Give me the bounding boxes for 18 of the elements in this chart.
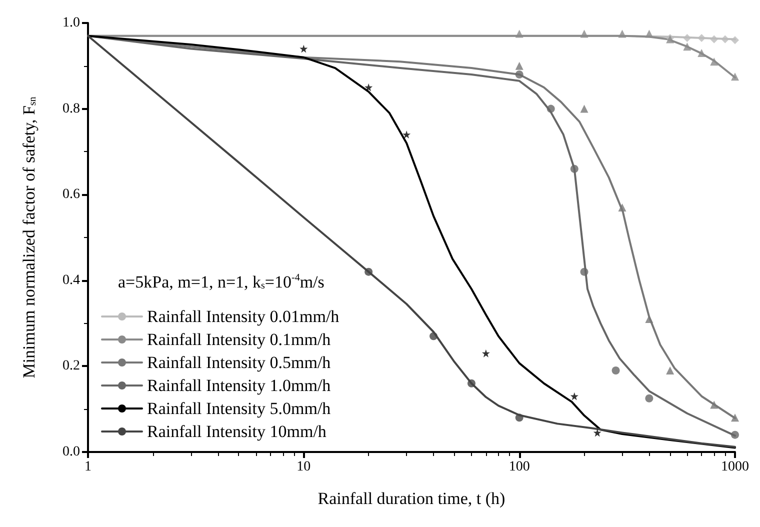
x-tick-label: 100 [508, 460, 530, 474]
y-axis-title: Minimum normalized factor of safety, Fsn [20, 96, 38, 378]
x-tick-label: 1 [84, 460, 92, 474]
legend-label: Rainfall Intensity 0.1mm/h [147, 330, 332, 349]
x-tick-label: 1000 [721, 460, 749, 474]
y-tick-label: 0.2 [62, 358, 80, 374]
x-axis-title: Rainfall duration time, t (h) [318, 489, 506, 508]
y-tick-label: 0.0 [62, 444, 80, 460]
y-tick-label: 0.6 [62, 187, 80, 202]
legend-label: Rainfall Intensity 1.0mm/h [147, 376, 332, 395]
legend-label: Rainfall Intensity 0.01mm/h [147, 307, 340, 326]
y-tick-label: 0.4 [62, 272, 80, 288]
y-tick-label: 1.0 [62, 16, 80, 30]
y-tick-label: 0.8 [62, 101, 80, 116]
legend-label: Rainfall Intensity 0.5mm/h [147, 353, 332, 372]
legend-label: Rainfall Intensity 10mm/h [147, 422, 327, 441]
legend-label: Rainfall Intensity 5.0mm/h [147, 399, 332, 418]
x-tick-label: 10 [296, 460, 311, 474]
